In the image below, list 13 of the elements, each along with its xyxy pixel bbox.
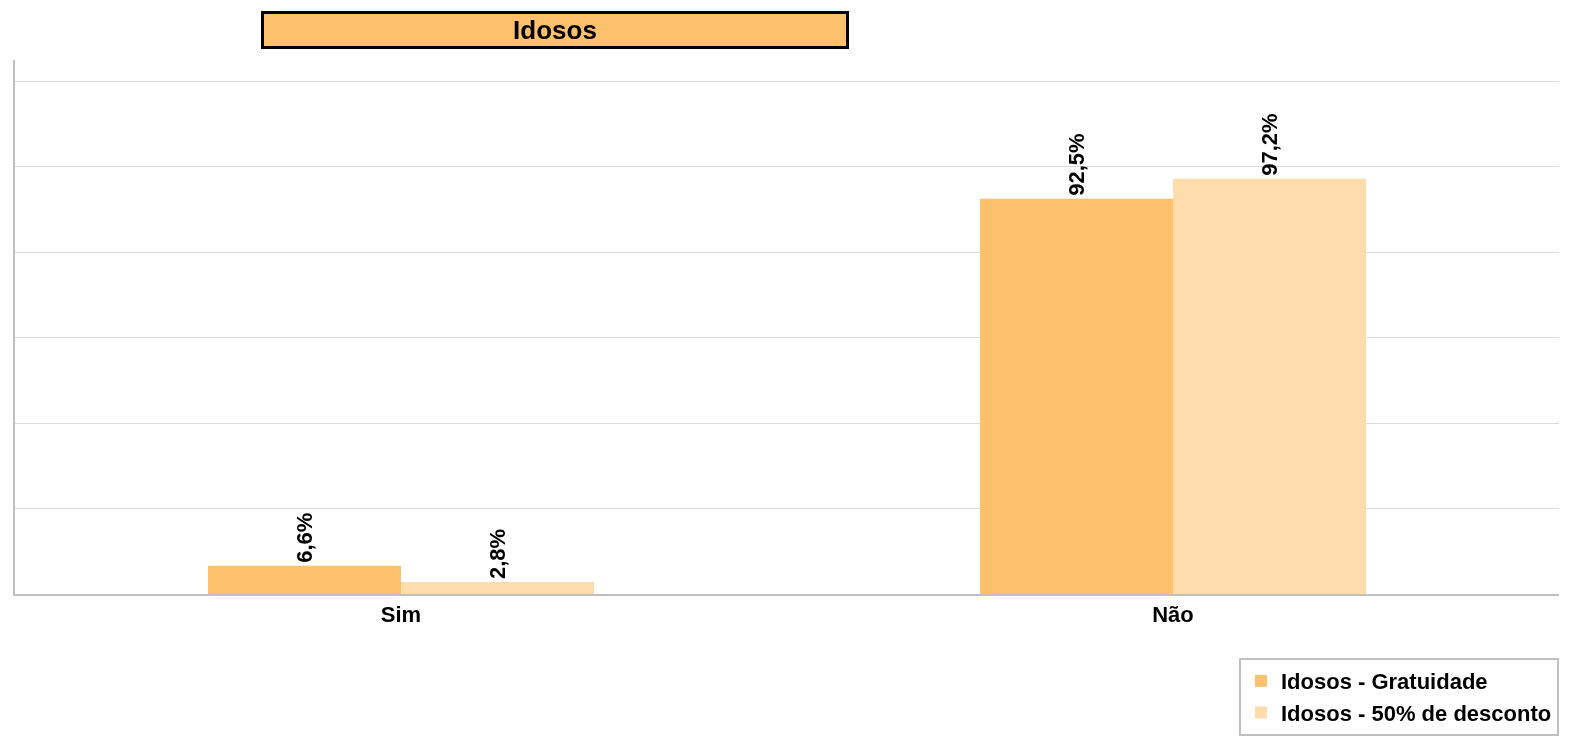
bar: [1173, 178, 1366, 594]
legend-label: Idosos - 50% de desconto: [1281, 701, 1552, 727]
bar: [401, 582, 594, 594]
data-label: 97,2%: [1257, 113, 1282, 176]
data-label: 92,5%: [1064, 133, 1089, 196]
bar: [208, 565, 401, 594]
x-tick-label: Sim: [380, 602, 422, 628]
bar: [980, 198, 1173, 594]
legend-label: Idosos - Gratuidade: [1281, 669, 1488, 695]
chart-title: Idosos: [513, 15, 597, 45]
x-tick-label: Não: [1152, 602, 1194, 628]
data-label: 6,6%: [292, 512, 317, 563]
data-label: 2,8%: [485, 528, 510, 580]
